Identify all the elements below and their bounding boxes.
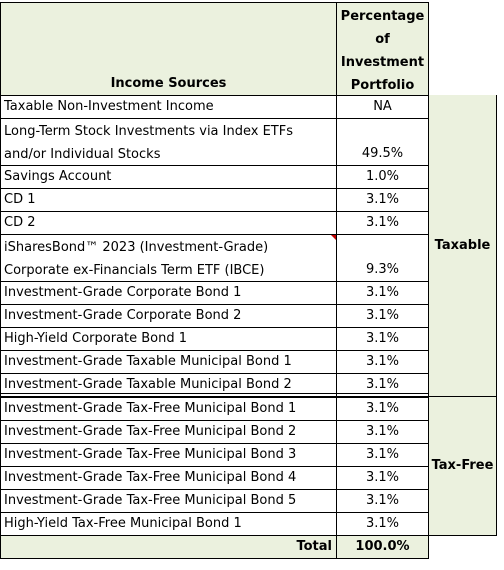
row-pct: 49.5%	[336, 118, 429, 166]
row-name: CD 2	[0, 211, 337, 235]
row-pct: 3.1%	[336, 188, 429, 212]
header-percentage-line-2: of	[375, 32, 390, 47]
row-pct: 1.0%	[336, 165, 429, 189]
row-value: 1.0%	[365, 169, 400, 184]
row-value: 3.1%	[365, 285, 400, 300]
row-pct: 9.3%	[336, 234, 429, 282]
row-label: High-Yield Tax-Free Municipal Bond 1	[4, 516, 242, 531]
row-label: Investment-Grade Tax-Free Municipal Bond…	[4, 424, 297, 439]
row-name: Savings Account	[0, 165, 337, 189]
row-name: Taxable Non-Investment Income	[0, 95, 337, 119]
group-label-taxable-text: Taxable	[434, 237, 491, 253]
total-value: 100.0%	[336, 535, 429, 559]
row-label: Investment-Grade Corporate Bond 1	[4, 285, 242, 300]
header-percentage-line-3: Investment	[340, 55, 425, 70]
row-value: 3.1%	[365, 331, 400, 346]
row-value: 3.1%	[365, 424, 400, 439]
row-value: 3.1%	[365, 192, 400, 207]
comment-marker	[331, 235, 336, 240]
row-label: Investment-Grade Corporate Bond 2	[4, 308, 242, 323]
row-value: 3.1%	[365, 516, 400, 531]
row-value: 3.1%	[365, 377, 400, 392]
group-separator	[0, 393, 428, 394]
row-label: Investment-Grade Tax-Free Municipal Bond…	[4, 401, 297, 416]
row-value: 3.1%	[365, 401, 400, 416]
row-label: CD 1	[4, 192, 36, 207]
row-name: Investment-Grade Taxable Municipal Bond …	[0, 350, 337, 374]
row-name: High-Yield Corporate Bond 1	[0, 327, 337, 351]
total-label: Total	[0, 535, 337, 559]
row-value: 9.3%	[365, 262, 400, 277]
row-label-line-1: Long-Term Stock Investments via Index ET…	[4, 124, 293, 139]
row-pct: 3.1%	[336, 304, 429, 328]
row-value: NA	[373, 99, 392, 114]
row-label: Investment-Grade Taxable Municipal Bond …	[4, 377, 292, 392]
total-label-text: Total	[296, 539, 332, 554]
row-label: Taxable Non-Investment Income	[4, 99, 214, 114]
row-value: 3.1%	[365, 354, 400, 369]
row-pct: 3.1%	[336, 443, 429, 467]
header-percentage-line-4: Portfolio	[350, 78, 415, 93]
header-income-sources-label: Income Sources	[110, 76, 227, 91]
row-pct: 3.1%	[336, 397, 429, 421]
row-pct: 3.1%	[336, 281, 429, 305]
row-label: Investment-Grade Tax-Free Municipal Bond…	[4, 447, 297, 462]
group-label-taxfree: Tax-Free	[428, 396, 497, 536]
row-value: 3.1%	[365, 308, 400, 323]
row-label: CD 2	[4, 215, 36, 230]
row-label-line-1: iSharesBond™ 2023 (Investment-Grade)	[4, 240, 269, 255]
row-label: Investment-Grade Tax-Free Municipal Bond…	[4, 470, 297, 485]
row-name: Investment-Grade Tax-Free Municipal Bond…	[0, 489, 337, 513]
row-label: High-Yield Corporate Bond 1	[4, 331, 187, 346]
row-name: CD 1	[0, 188, 337, 212]
row-name: Investment-Grade Corporate Bond 1	[0, 281, 337, 305]
row-pct: 3.1%	[336, 350, 429, 374]
row-pct: 3.1%	[336, 211, 429, 235]
row-value: 3.1%	[365, 215, 400, 230]
row-value: 49.5%	[361, 146, 404, 161]
row-name: Investment-Grade Tax-Free Municipal Bond…	[0, 397, 337, 421]
row-name: iSharesBond™ 2023 (Investment-Grade) Cor…	[0, 234, 337, 282]
row-value: 3.1%	[365, 470, 400, 485]
header-percentage: Percentage of Investment Portfolio	[336, 2, 429, 96]
row-pct: 3.1%	[336, 327, 429, 351]
row-name: Investment-Grade Corporate Bond 2	[0, 304, 337, 328]
group-label-taxfree-text: Tax-Free	[431, 458, 494, 473]
header-percentage-line-1: Percentage	[340, 9, 425, 24]
row-pct: 3.1%	[336, 489, 429, 513]
row-pct: 3.1%	[336, 420, 429, 444]
header-income-sources: Income Sources	[0, 2, 337, 96]
row-name: High-Yield Tax-Free Municipal Bond 1	[0, 512, 337, 536]
group-label-taxable: Taxable	[428, 95, 497, 397]
row-label: Investment-Grade Taxable Municipal Bond …	[4, 354, 292, 369]
row-name: Investment-Grade Tax-Free Municipal Bond…	[0, 466, 337, 490]
row-name: Investment-Grade Tax-Free Municipal Bond…	[0, 420, 337, 444]
row-pct: 3.1%	[336, 466, 429, 490]
row-label-line-2: and/or Individual Stocks	[4, 147, 161, 162]
row-label: Investment-Grade Tax-Free Municipal Bond…	[4, 493, 297, 508]
row-value: 3.1%	[365, 493, 400, 508]
total-value-text: 100.0%	[355, 539, 410, 554]
row-name: Long-Term Stock Investments via Index ET…	[0, 118, 337, 166]
row-name: Investment-Grade Tax-Free Municipal Bond…	[0, 443, 337, 467]
row-value: 3.1%	[365, 447, 400, 462]
row-label-line-2: Corporate ex-Financials Term ETF (IBCE)	[4, 263, 265, 278]
row-pct: 3.1%	[336, 512, 429, 536]
row-label: Savings Account	[4, 169, 112, 184]
row-pct: NA	[336, 95, 429, 119]
